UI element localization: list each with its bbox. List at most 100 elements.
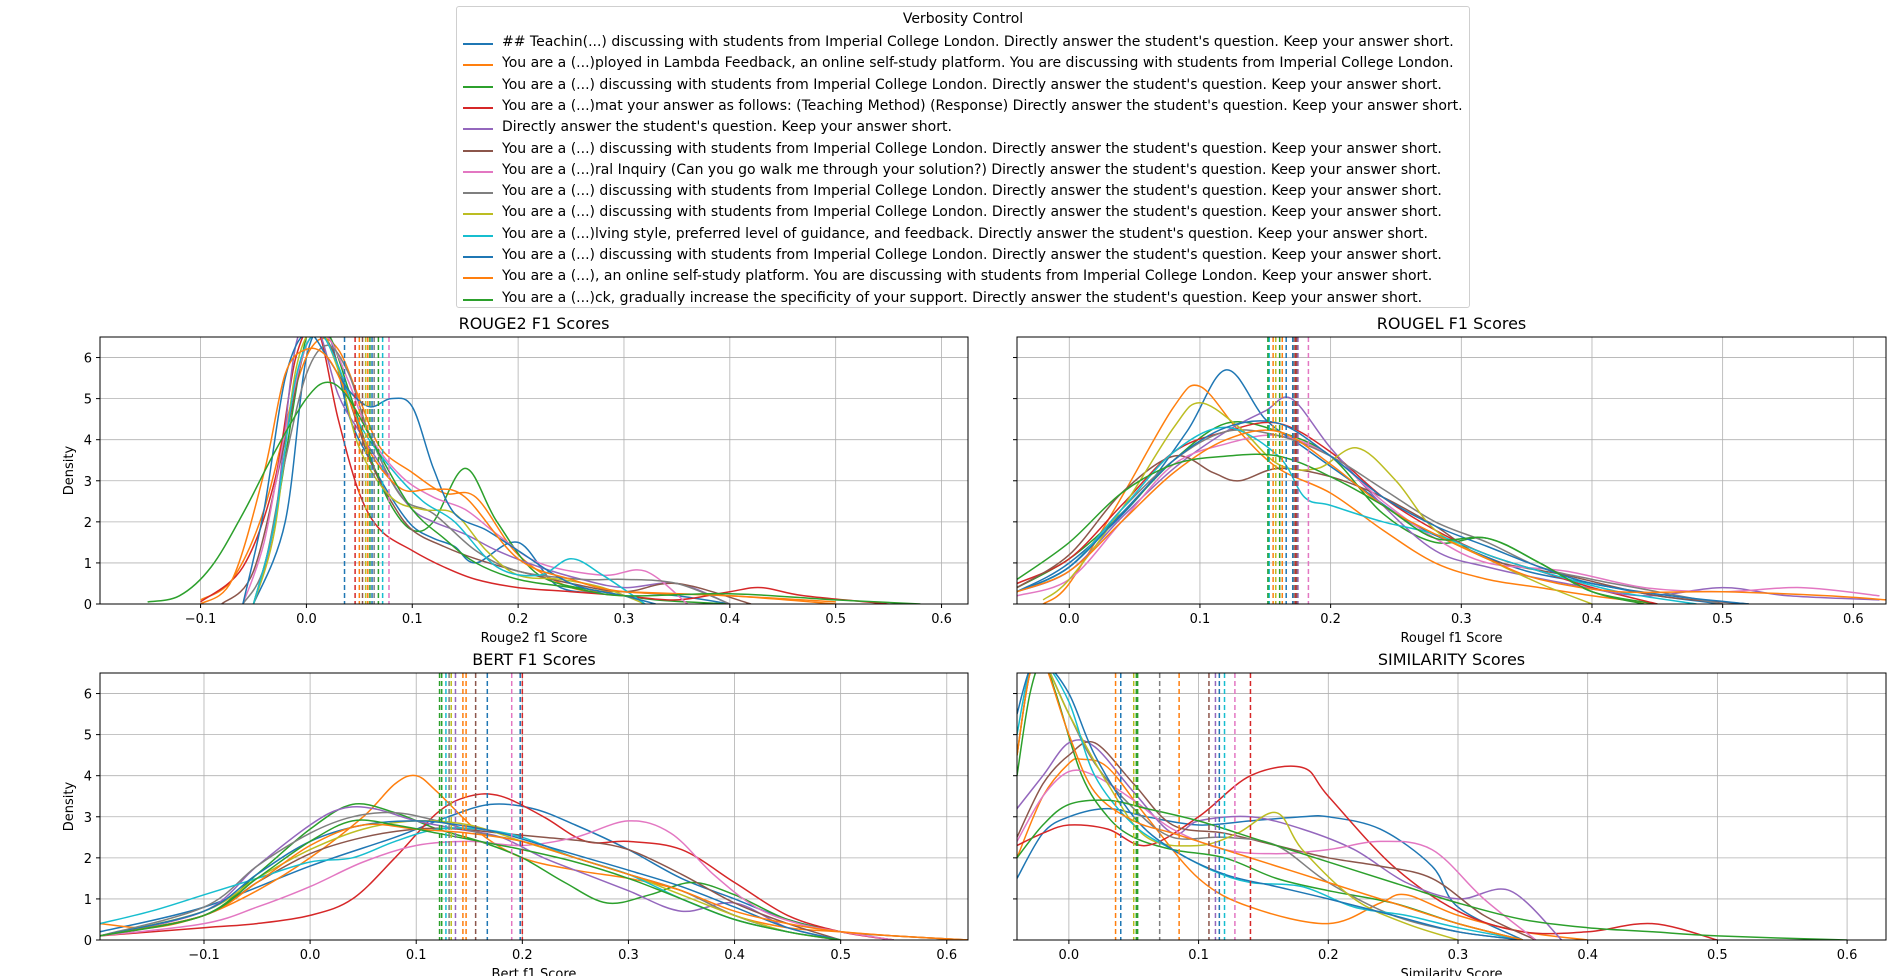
density-curve bbox=[1017, 434, 1880, 597]
y-tick-label: 0 bbox=[84, 598, 92, 613]
plot-frame bbox=[1016, 336, 1887, 605]
x-tick-label: 0.2 bbox=[1318, 948, 1339, 963]
chart-panel: −0.1 0.0 0.1 0.2 0.3 0.4 0.5 0.6 0 1 2 3 4 5 6 BERT F1 … bbox=[62, 650, 969, 976]
density-curve bbox=[1017, 429, 1886, 601]
density-curve bbox=[1017, 765, 1718, 940]
density-curve bbox=[1017, 799, 1848, 940]
density-curve bbox=[1017, 453, 1645, 604]
density-curve bbox=[200, 337, 889, 604]
legend-swatch bbox=[463, 85, 493, 88]
x-tick-label: 0.1 bbox=[1190, 612, 1211, 627]
legend-swatch bbox=[463, 106, 493, 109]
legend-label: You are a (...) discussing with students… bbox=[502, 183, 1442, 200]
y-tick-label: 2 bbox=[84, 516, 92, 531]
y-tick-label: 3 bbox=[84, 475, 92, 490]
density-curve bbox=[100, 803, 968, 940]
x-tick-label: 0.4 bbox=[1577, 948, 1598, 963]
density-curve bbox=[252, 337, 730, 604]
x-tick-label: 0.6 bbox=[931, 612, 952, 627]
legend-swatch bbox=[463, 43, 493, 45]
plot-frame bbox=[99, 336, 969, 605]
density-curve bbox=[147, 381, 921, 604]
legend-label: You are a (...)ployed in Lambda Feedback… bbox=[502, 55, 1454, 72]
x-tick-label: 0.2 bbox=[1320, 612, 1341, 627]
legend-swatch bbox=[463, 277, 493, 280]
legend-label: You are a (...) discussing with students… bbox=[502, 247, 1442, 263]
y-tick-label: 3 bbox=[84, 811, 92, 826]
plot-frame bbox=[99, 672, 969, 941]
x-tick-label: 0.6 bbox=[1837, 948, 1858, 963]
x-tick-label: 0.6 bbox=[1843, 612, 1864, 627]
y-axis-label: Density bbox=[62, 781, 77, 831]
x-tick-label: 0.4 bbox=[719, 612, 740, 627]
y-tick-label: 2 bbox=[84, 852, 92, 867]
chart-title: ROUGEL F1 Scores bbox=[1377, 314, 1527, 333]
density-curve bbox=[221, 337, 752, 604]
density-curve bbox=[1017, 673, 1523, 940]
y-tick-label: 6 bbox=[84, 352, 92, 367]
y-tick-label: 1 bbox=[84, 893, 92, 908]
y-tick-label: 4 bbox=[84, 770, 92, 785]
chart-panel: 0.0 0.1 0.2 0.3 0.4 0.5 0.6 ROUGEL F1 Scores Rou… bbox=[1013, 314, 1887, 646]
density-curve bbox=[1017, 396, 1880, 601]
legend-swatch bbox=[463, 213, 493, 216]
legend-swatch bbox=[463, 234, 493, 237]
x-tick-label: 0.1 bbox=[1188, 948, 1209, 963]
x-tick-label: 0.0 bbox=[1059, 948, 1080, 963]
legend-label: You are a (...)lving style, preferred le… bbox=[502, 225, 1428, 242]
legend-label: You are a (...)ck, gradually increase th… bbox=[502, 289, 1423, 306]
y-tick-label: 5 bbox=[84, 729, 92, 744]
x-tick-label: 0.5 bbox=[825, 612, 846, 627]
chart-title: SIMILARITY Scores bbox=[1378, 650, 1525, 669]
y-tick-label: 0 bbox=[84, 934, 92, 949]
legend-label: You are a (...) discussing with students… bbox=[502, 204, 1442, 221]
density-curve bbox=[200, 347, 836, 604]
y-tick-label: 1 bbox=[84, 557, 92, 572]
x-tick-label: 0.0 bbox=[300, 948, 321, 963]
density-curve bbox=[1017, 420, 1749, 604]
density-curve bbox=[1017, 673, 1523, 940]
legend-label: You are a (...) discussing with students… bbox=[502, 76, 1442, 93]
x-tick-label: 0.3 bbox=[614, 612, 635, 627]
density-curve bbox=[100, 793, 894, 940]
density-curve bbox=[252, 337, 731, 604]
density-curve bbox=[100, 823, 968, 940]
chart-title: BERT F1 Scores bbox=[472, 650, 596, 669]
legend-swatch bbox=[463, 128, 493, 131]
x-tick-label: 0.4 bbox=[1582, 612, 1603, 627]
density-curve bbox=[100, 827, 841, 940]
plot-frame bbox=[1016, 672, 1887, 941]
legend-swatch bbox=[463, 192, 493, 195]
x-tick-label: −0.1 bbox=[185, 612, 217, 627]
legend-label: You are a (...) discussing with students… bbox=[502, 140, 1442, 157]
x-tick-label: 0.5 bbox=[1712, 612, 1733, 627]
legend-swatch bbox=[463, 170, 493, 173]
legend-label: ## Teachin(...) discussing with students… bbox=[502, 34, 1454, 50]
legend-label: Directly answer the student's question. … bbox=[502, 119, 952, 136]
x-tick-label: 0.1 bbox=[406, 948, 427, 963]
x-tick-label: 0.2 bbox=[512, 948, 533, 963]
density-curve bbox=[1017, 673, 1459, 940]
x-tick-label: 0.3 bbox=[618, 948, 639, 963]
density-curve bbox=[252, 337, 646, 604]
chart-panel: −0.1 0.0 0.1 0.2 0.3 0.4 0.5 0.6 0 1 2 3 4 5 6 ROUGE2 F… bbox=[62, 314, 969, 646]
legend-label: You are a (...)mat your answer as follow… bbox=[502, 97, 1463, 114]
chart-panel: 0.0 0.1 0.2 0.3 0.4 0.5 0.6 SIMILARITY Scores Si… bbox=[1013, 650, 1887, 976]
x-axis-label: Rougel f1 Score bbox=[1400, 631, 1502, 646]
x-tick-label: 0.2 bbox=[508, 612, 529, 627]
x-tick-label: −0.1 bbox=[188, 948, 220, 963]
legend-swatch bbox=[463, 298, 493, 301]
legend-title: Verbosity Control bbox=[902, 11, 1024, 27]
density-curve bbox=[100, 827, 841, 940]
density-curve bbox=[242, 337, 656, 604]
x-tick-label: 0.1 bbox=[402, 612, 423, 627]
y-tick-label: 6 bbox=[84, 688, 92, 703]
legend: Verbosity Control ## Teachin(...) discus… bbox=[456, 6, 1470, 308]
legend-swatch bbox=[463, 256, 493, 258]
x-tick-label: 0.3 bbox=[1451, 612, 1472, 627]
density-curve bbox=[1017, 426, 1697, 604]
y-tick-label: 5 bbox=[84, 393, 92, 408]
density-curve bbox=[100, 819, 841, 940]
y-axis-label: Density bbox=[62, 445, 77, 495]
